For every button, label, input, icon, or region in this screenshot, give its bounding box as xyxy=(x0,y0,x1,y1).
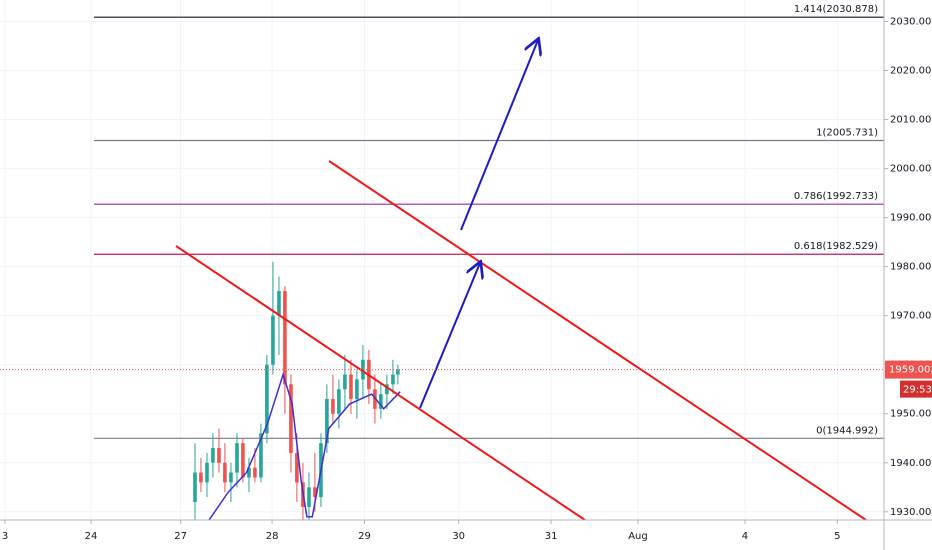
candle-body xyxy=(283,291,287,385)
candle-body xyxy=(271,315,275,365)
candle-body xyxy=(265,364,269,434)
x-tick-label: 27 xyxy=(174,531,187,542)
x-tick-label: 24 xyxy=(85,531,98,542)
candle-body xyxy=(355,379,359,400)
y-tick-label: 1970.000 xyxy=(890,311,932,322)
y-tick-label: 1980.000 xyxy=(890,262,932,273)
candles xyxy=(193,261,401,520)
fib-level-label: 0(1944.992) xyxy=(816,425,878,436)
y-tick-label: 1930.000 xyxy=(890,507,932,518)
y-tick-label: 1990.000 xyxy=(890,213,932,224)
candle-body xyxy=(259,433,263,478)
candle-body xyxy=(313,487,317,498)
candle-body xyxy=(199,472,203,483)
arrow xyxy=(460,40,538,231)
y-tick-label: 2000.000 xyxy=(890,164,932,175)
x-tick-label: Aug xyxy=(628,531,648,542)
candle-body xyxy=(307,487,311,507)
x-tick-label: 4 xyxy=(742,531,748,542)
trend-line xyxy=(328,160,867,520)
countdown-label: 29:53 xyxy=(903,385,932,396)
candle-body xyxy=(223,462,227,483)
x-tick-label: 5 xyxy=(834,531,840,542)
candle-body xyxy=(361,359,365,380)
candle-body xyxy=(229,472,233,483)
y-tick-label: 2030.000 xyxy=(890,16,932,27)
candle-body xyxy=(235,443,239,473)
candle-body xyxy=(217,448,221,463)
candle-body xyxy=(253,467,257,478)
candle-body xyxy=(325,399,329,444)
candle-body xyxy=(331,399,335,414)
y-tick-label: 2020.000 xyxy=(890,66,932,77)
candle-body xyxy=(349,374,353,400)
candle-body xyxy=(211,448,215,463)
fib-level-label: 1.414(2030.878) xyxy=(794,4,878,15)
countdown-box xyxy=(900,380,932,398)
candle-body xyxy=(241,443,245,478)
candle-body xyxy=(337,389,341,414)
y-tick-label: 1940.000 xyxy=(890,458,932,469)
x-tick-label: 3 xyxy=(2,531,8,542)
fib-level-label: 1(2005.731) xyxy=(816,127,878,138)
y-tick-label: 2010.000 xyxy=(890,115,932,126)
last-price-box xyxy=(885,360,932,379)
candle-body xyxy=(391,374,395,385)
fib-level-label: 0.618(1982.529) xyxy=(794,241,878,252)
x-tick-label: 28 xyxy=(266,531,279,542)
candle-body xyxy=(379,394,383,409)
grid xyxy=(0,0,884,520)
y-tick-label: 1950.000 xyxy=(890,409,932,420)
candle-body xyxy=(295,452,299,483)
fib-levels: 1.414(2030.878) 1(2005.731) 0.786(1992.733… xyxy=(94,4,884,439)
candle-body xyxy=(277,291,281,316)
fib-level-label: 0.786(1992.733) xyxy=(794,191,878,202)
arrow xyxy=(419,263,480,409)
candle-body xyxy=(247,467,251,478)
candle-body xyxy=(193,472,197,503)
x-tick-label: 29 xyxy=(358,531,371,542)
drawings xyxy=(175,40,867,520)
x-tick-label: 30 xyxy=(452,531,465,542)
candle-body xyxy=(396,369,400,375)
candle-body xyxy=(385,384,389,395)
x-tick-label: 31 xyxy=(545,531,558,542)
candle-body xyxy=(343,374,347,390)
last-price-label: 1959.002 xyxy=(889,365,932,376)
moving-average xyxy=(208,371,401,520)
candle-body xyxy=(289,384,293,453)
candle-body xyxy=(205,462,209,483)
trend-line xyxy=(175,245,586,520)
